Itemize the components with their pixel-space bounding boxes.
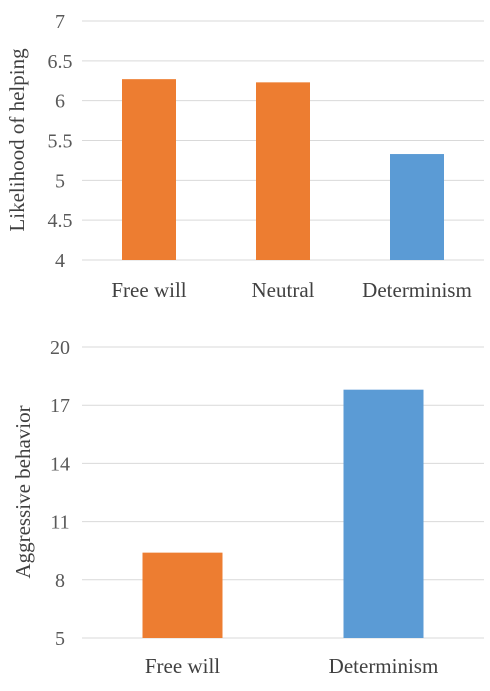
chart-aggressive-behavior: 5 8 11 14 17 20 Free will Determinism Aggressi… [11,337,484,678]
y-tick-label: 20 [50,337,70,359]
bar-determinism [390,154,444,260]
gridlines [82,346,484,639]
bars [122,79,444,261]
bar-determinism [343,389,424,638]
y-tick-label: 5 [55,170,65,192]
bars [142,389,424,638]
y-axis-title: Likelihood of helping [5,48,29,232]
y-tick-label: 6.5 [48,51,73,73]
y-tick-label: 7 [55,11,65,33]
y-tick-label: 4 [55,250,65,272]
category-labels: Free will Determinism [145,654,438,678]
y-tick-label: 14 [50,453,70,475]
category-labels: Free will Neutral Determinism [111,278,471,302]
category-label: Free will [111,278,186,302]
bar-free-will [122,79,176,260]
category-label: Determinism [329,654,439,678]
y-tick-label: 5 [55,628,65,650]
y-tick-label: 8 [55,570,65,592]
y-tick-label: 4.5 [48,210,73,232]
chart-likelihood-of-helping: 4 4.5 5 5.5 6 6.5 7 Free will Neutral Determinis… [5,11,484,302]
y-tick-label: 11 [50,512,69,534]
category-label: Determinism [362,278,472,302]
y-tick-labels: 5 8 11 14 17 20 [50,337,70,650]
bar-neutral [256,82,310,261]
category-label: Free will [145,654,220,678]
y-tick-label: 6 [55,91,65,113]
category-label: Neutral [252,278,315,302]
y-tick-label: 17 [50,395,70,417]
bar-free-will [142,552,223,638]
y-tick-label: 5.5 [48,131,73,153]
y-axis-title: Aggressive behavior [11,405,35,578]
y-tick-labels: 4 4.5 5 5.5 6 6.5 7 [48,11,73,272]
